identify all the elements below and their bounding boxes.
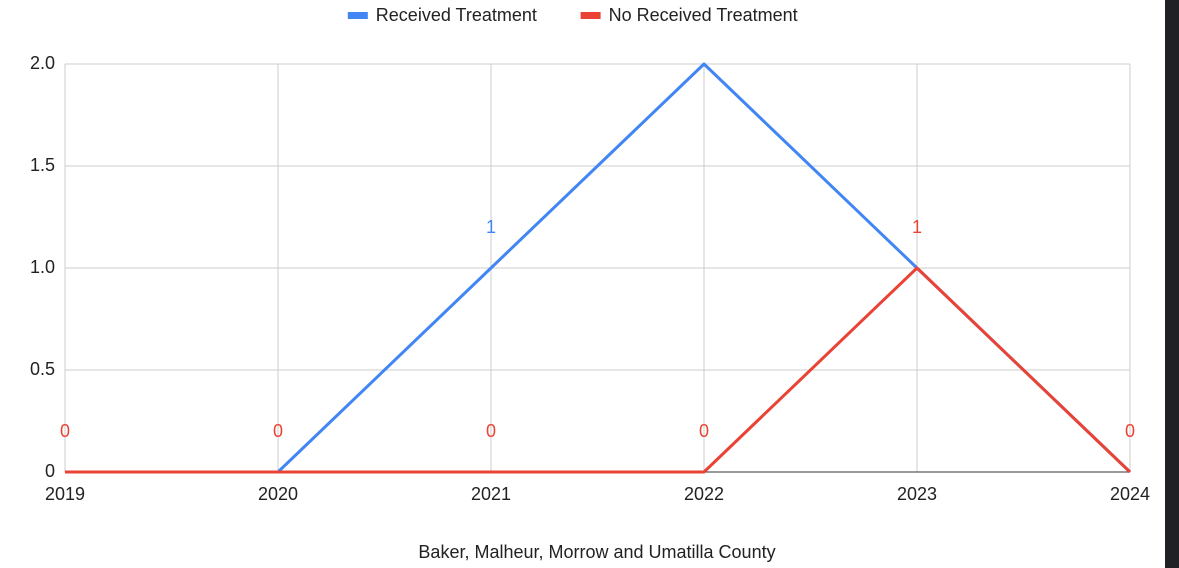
data-label: 0 [699, 421, 709, 441]
x-tick-label: 2024 [1110, 484, 1150, 504]
series-line [65, 266, 1132, 474]
legend-swatch [580, 12, 601, 19]
data-label: 1 [912, 217, 922, 237]
legend-label: Received Treatment [376, 5, 537, 25]
data-label: 1 [486, 217, 496, 237]
data-label: 0 [273, 421, 283, 441]
x-axis-title: Baker, Malheur, Morrow and Umatilla Coun… [418, 542, 775, 562]
x-tick-label: 2023 [897, 484, 937, 504]
y-tick-label: 1.0 [30, 257, 55, 277]
data-label: 0 [60, 421, 70, 441]
x-tick-label: 2021 [471, 484, 511, 504]
legend-swatch [347, 12, 368, 19]
side-strip [1165, 0, 1179, 568]
x-tick-label: 2020 [258, 484, 298, 504]
y-tick-label: 1.5 [30, 155, 55, 175]
y-tick-label: 0.5 [30, 359, 55, 379]
data-label: 0 [1125, 421, 1135, 441]
x-tick-label: 2019 [45, 484, 85, 504]
legend-label: No Received Treatment [609, 5, 798, 25]
x-tick-label: 2022 [684, 484, 724, 504]
y-tick-label: 2.0 [30, 53, 55, 73]
data-label: 0 [486, 421, 496, 441]
y-tick-label: 0 [45, 461, 55, 481]
